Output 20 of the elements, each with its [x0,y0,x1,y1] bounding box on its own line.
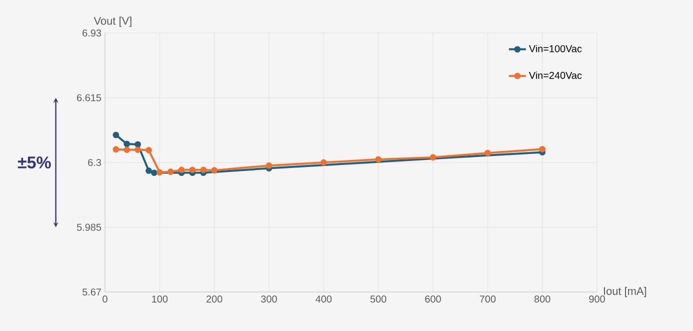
text: ±5% [18,156,51,168]
x-tick-label: 600 [425,296,441,303]
x-tick-label: 900 [589,296,605,303]
x-tick-label: 0 [102,296,108,303]
y-tick-label: 5.985 [76,224,102,231]
y-tick-label: 6.3 [88,158,102,166]
x-tick-label: 500 [370,296,386,303]
legend-label: Vin=100Vac [528,44,582,52]
x-tick-label: 200 [206,296,222,303]
y-tick-label: 6.615 [77,94,102,102]
x-tick-label: 100 [152,296,168,303]
y-tick-label: 5.67 [82,288,101,296]
x-tick-label: 800 [534,296,550,303]
x-tick-label: 400 [316,296,332,303]
y-axis-title: Vout [V] [94,16,132,27]
y-tick-label: 6.93 [82,29,102,37]
x-axis-title: Iout [mA] [604,286,646,298]
x-tick-label: 700 [480,296,496,303]
x-tick-label: 300 [261,296,277,303]
legend-label: Vin=240Vac [528,72,582,79]
